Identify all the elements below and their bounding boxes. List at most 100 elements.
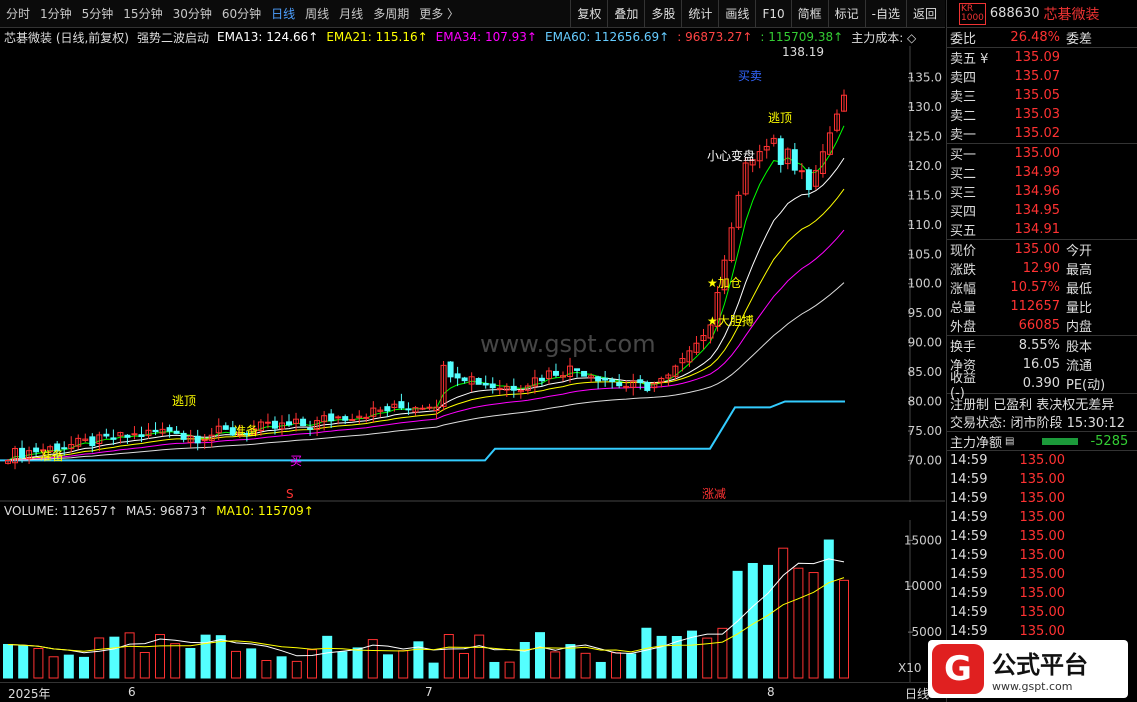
- multi-stock-button[interactable]: 多股: [644, 0, 681, 28]
- tab-60min[interactable]: 60分钟: [221, 7, 262, 21]
- sell-level-price: 135.09: [1014, 50, 1061, 65]
- tick-price: 135.00: [1019, 529, 1066, 544]
- statistics-button[interactable]: 统计: [681, 0, 718, 28]
- volume-ma5: MA5: 96873↑: [125, 504, 209, 518]
- quote-right-label: 今开: [1066, 244, 1093, 259]
- tab-multi-period[interactable]: 多周期: [373, 7, 410, 21]
- candle-body: [630, 380, 637, 388]
- price-tick-label: 70.00: [908, 453, 942, 467]
- candle-body: [173, 430, 180, 434]
- back-button[interactable]: 返回: [905, 0, 943, 28]
- restore-rights-button[interactable]: 复权: [570, 0, 607, 28]
- overlay-button[interactable]: 叠加: [607, 0, 644, 28]
- candle-body: [68, 444, 75, 450]
- candle-body: [349, 419, 356, 422]
- candle-body: [293, 418, 300, 424]
- tick-price: 135.00: [1019, 472, 1066, 487]
- formula-name[interactable]: 强势二波启动: [137, 30, 210, 45]
- stat-right-label: PE(动): [1066, 378, 1106, 393]
- tick-row: 14:59 135.00: [947, 508, 1137, 527]
- simple-frame-button[interactable]: 简框: [790, 0, 828, 28]
- volume-bar: [139, 651, 150, 679]
- volume-bar: [671, 636, 682, 679]
- candlestick-chart[interactable]: 135.0 130.0 125.0 120.0 115.0 110.0 105.0 100.0…: [0, 46, 945, 502]
- logo-url: www.gspt.com: [992, 680, 1073, 693]
- buy-level-3: 买三 134.96: [947, 182, 1137, 201]
- buy-level-label: 买一: [950, 148, 977, 163]
- volume-bar: [823, 539, 834, 679]
- candle-body: [180, 432, 187, 440]
- candle-body: [440, 364, 447, 407]
- candle-body: [250, 428, 257, 435]
- support-step-line: [0, 400, 845, 462]
- draw-line-button[interactable]: 画线: [718, 0, 755, 28]
- tick-price: 135.00: [1019, 491, 1066, 506]
- candle-body: [665, 374, 672, 379]
- tab-monthly[interactable]: 月线: [339, 7, 364, 21]
- stat-rows: 换手 8.55% 股本 净资 16.05 流通 收益(-) 0.390 PE(动): [947, 335, 1137, 401]
- tab-daily[interactable]: 日线: [271, 7, 296, 21]
- candle-body: [356, 415, 363, 419]
- candle-body: [208, 434, 215, 441]
- stat-row: 换手 8.55% 股本: [947, 336, 1137, 355]
- volume-bar: [565, 644, 576, 679]
- tick-time: 14:59: [950, 548, 988, 563]
- candle-body: [461, 377, 468, 382]
- stat-label: 收益(-): [950, 370, 977, 401]
- candle-body: [328, 413, 335, 422]
- tick-row: 14:59 135.00: [947, 489, 1137, 508]
- registration-info: 注册制 已盈利 表决权无差异: [947, 393, 1137, 413]
- candle-body: [700, 335, 707, 342]
- volume-bar: [839, 579, 849, 679]
- volume-bar: [595, 661, 606, 679]
- candle-body: [103, 433, 110, 437]
- quote-value: 66085: [1018, 318, 1060, 333]
- tab-30min[interactable]: 30分钟: [172, 7, 212, 21]
- price-tick-label: 105.0: [908, 247, 942, 261]
- escape-top-label: 逃顶: [768, 111, 792, 125]
- candle-body: [545, 370, 552, 379]
- candle-body: [489, 383, 496, 389]
- candle-body: [791, 149, 798, 171]
- buy-level-price: 134.99: [1014, 165, 1061, 180]
- candle-body: [552, 370, 559, 376]
- tick-list[interactable]: 14:59 135.00 14:59 135.00 14:59 135.00 14:59 13…: [947, 450, 1137, 641]
- stock-code: 688630: [989, 6, 1040, 21]
- tick-row: 14:59 135.00: [947, 527, 1137, 546]
- candle-body: [819, 151, 826, 174]
- tab-15min[interactable]: 15分钟: [123, 7, 163, 21]
- volume-bar: [185, 647, 196, 679]
- f10-button[interactable]: F10: [755, 0, 790, 28]
- time-axis: 2025年 6 7 8 日线: [0, 682, 945, 702]
- volume-bar: [443, 634, 454, 679]
- candle-body: [187, 435, 194, 443]
- remove-watchlist-button[interactable]: -自选: [864, 0, 906, 28]
- candle-body: [236, 431, 243, 437]
- list-icon[interactable]: ▤: [1005, 435, 1015, 447]
- candle-body: [595, 376, 602, 382]
- sell-level-3: 卖三 135.05: [947, 86, 1137, 105]
- candle-body: [145, 429, 152, 437]
- price-tick-label: 100.0: [908, 277, 942, 291]
- candle-body: [770, 137, 777, 144]
- candle-body: [110, 437, 117, 440]
- tab-fenshi[interactable]: 分时: [6, 7, 31, 21]
- candle-body: [61, 447, 68, 450]
- volume-bar: [322, 635, 333, 679]
- tab-5min[interactable]: 5分钟: [81, 7, 114, 21]
- price-tick-label: 85.00: [908, 365, 942, 379]
- mark-button[interactable]: 标记: [827, 0, 865, 28]
- candle-body: [728, 227, 735, 261]
- chart-toolbar: 分时 1分钟 5分钟 15分钟 30分钟 60分钟 日线 周线 月线 多周期 更…: [0, 0, 945, 28]
- sell-level-price: 135.02: [1014, 126, 1061, 141]
- candle-body: [370, 407, 377, 417]
- candle-body: [12, 448, 19, 464]
- candle-body: [335, 416, 342, 419]
- quote-label: 总量: [950, 301, 977, 316]
- volume-chart[interactable]: 15000 10000 5000 X10: [0, 520, 945, 682]
- tab-1min[interactable]: 1分钟: [40, 7, 72, 21]
- tab-more[interactable]: 更多 〉: [419, 7, 460, 21]
- volume-bar: [747, 562, 758, 679]
- tab-weekly[interactable]: 周线: [305, 7, 330, 21]
- candle-body: [229, 427, 236, 436]
